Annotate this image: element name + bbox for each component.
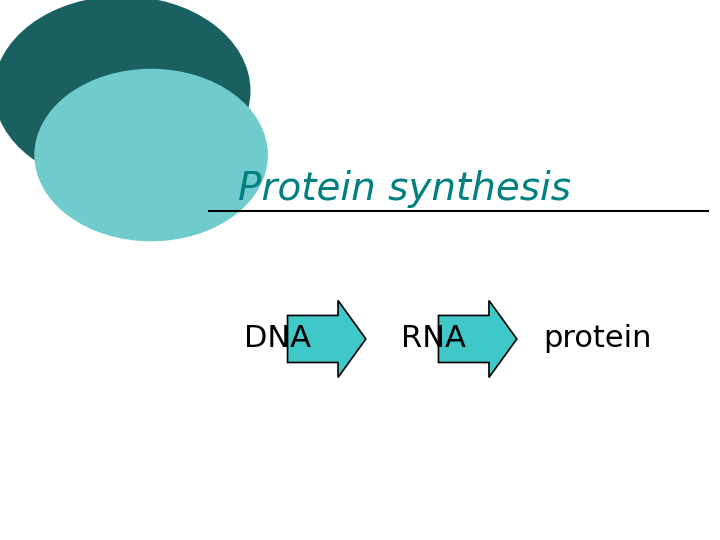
Text: protein: protein [543, 325, 652, 354]
Text: DNA: DNA [244, 325, 311, 354]
Circle shape [35, 70, 267, 241]
Text: Protein synthesis: Protein synthesis [238, 170, 571, 208]
Circle shape [0, 0, 250, 185]
Polygon shape [287, 300, 366, 377]
Polygon shape [438, 300, 517, 377]
Text: RNA: RNA [401, 325, 466, 354]
